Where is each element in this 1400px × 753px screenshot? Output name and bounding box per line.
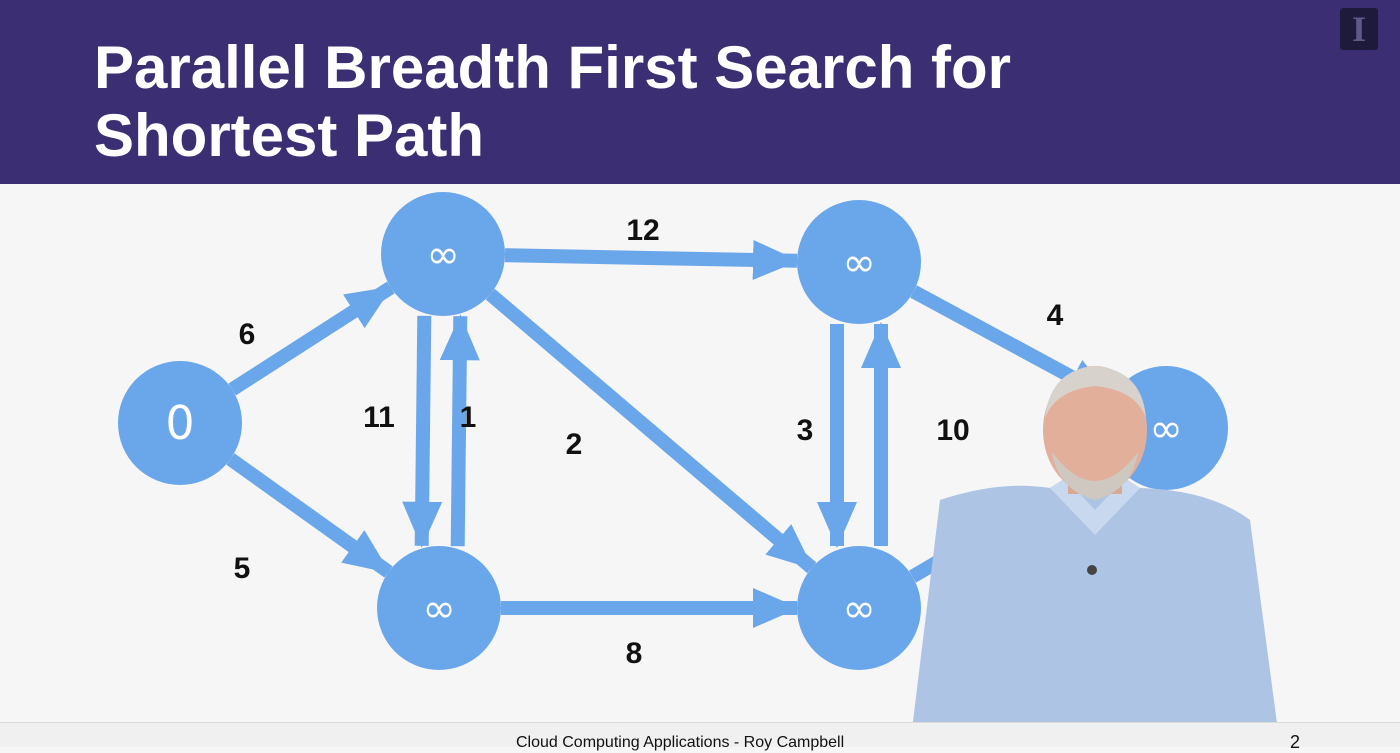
edge-weight-a-d: 2 <box>566 428 583 461</box>
node-label-b: ∞ <box>422 586 455 632</box>
slide-title: Parallel Breadth First Search for Shorte… <box>94 34 1011 169</box>
node-label-e: ∞ <box>1149 406 1182 452</box>
edge-weight-c-d: 10 <box>936 414 969 447</box>
node-s <box>118 361 242 485</box>
edge-weight-a-b: 1 <box>460 401 477 434</box>
node-b <box>377 546 501 670</box>
presenter-head <box>1043 366 1147 494</box>
node-d <box>797 546 921 670</box>
presenter-hair <box>1045 366 1146 418</box>
edge-a-to-b <box>402 315 443 548</box>
node-label-a: ∞ <box>426 232 459 278</box>
presenter-microphone <box>1087 565 1097 575</box>
node-c <box>797 200 921 324</box>
edge-weight-s-b: 5 <box>234 552 251 585</box>
edge-a-to-d <box>485 288 817 574</box>
edge-a-to-c <box>504 239 800 280</box>
slide-page-number: 2 <box>1290 732 1301 752</box>
presenter-shirt <box>910 485 1280 746</box>
edge-weight-c-e: 4 <box>1047 299 1064 332</box>
node-label-d: ∞ <box>842 586 875 632</box>
university-logo: I <box>1340 8 1378 50</box>
edge-weight-d-c: 3 <box>797 414 814 447</box>
footer-course-credit: Cloud Computing Applications - Roy Campb… <box>516 734 845 751</box>
presenter-figure <box>910 366 1280 746</box>
edge-weight-b-a: 11 <box>363 401 395 434</box>
slide-footer <box>0 722 1400 747</box>
slide-header: Parallel Breadth First Search for Shorte… <box>0 0 1400 184</box>
edge-weight-s-a: 6 <box>239 318 256 351</box>
edge-b-to-a <box>439 314 480 547</box>
logo-glyph: I <box>1351 9 1366 49</box>
edge-weight-a-c: 12 <box>626 214 659 247</box>
node-label-s: 0 <box>165 396 194 450</box>
edge-s-to-a <box>228 281 395 396</box>
presenter-beard <box>1052 452 1138 500</box>
edge-weight-b-d: 8 <box>626 637 643 670</box>
node-label-c: ∞ <box>842 240 875 286</box>
edge-s-to-b <box>226 453 393 578</box>
node-a <box>381 192 505 316</box>
